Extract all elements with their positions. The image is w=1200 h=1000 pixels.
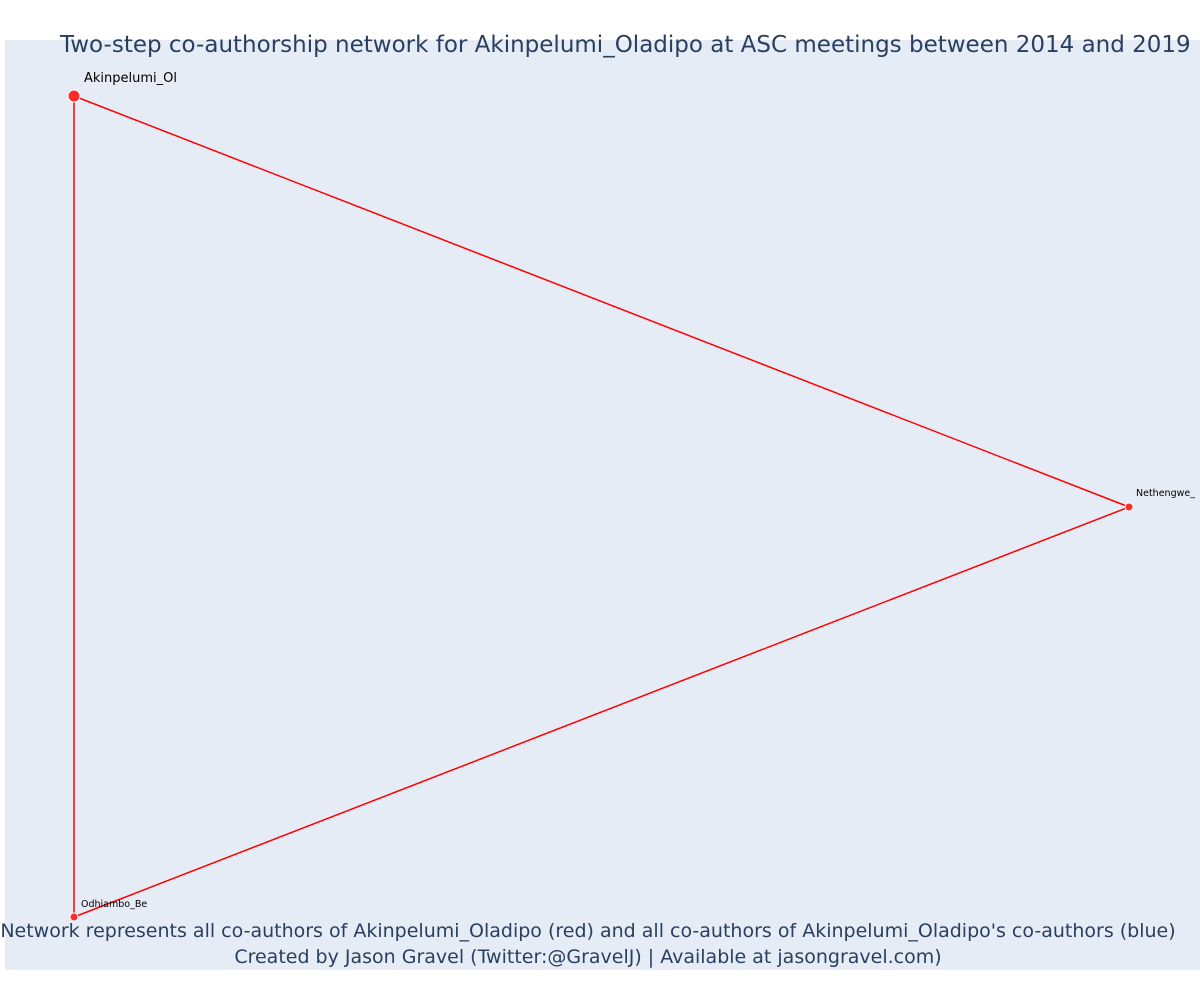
plot-area [5, 40, 1200, 970]
edge-nethengwe-odhiambo [73, 506, 1130, 918]
labels-layer: Akinpelumi_Ol Nethengwe_ Odhiambo_Be [81, 71, 1195, 910]
caption-line-2: Created by Jason Gravel (Twitter:@Gravel… [234, 946, 942, 968]
edges-layer [73, 95, 1130, 918]
node-label-odhiambo: Odhiambo_Be [81, 899, 147, 910]
edge-akinpelumi-nethengwe [73, 95, 1130, 508]
nodes-layer [67, 89, 1134, 922]
node-odhiambo[interactable] [69, 912, 79, 922]
node-label-nethengwe: Nethengwe_ [1136, 488, 1195, 499]
node-nethengwe[interactable] [1124, 502, 1134, 512]
caption-line-1: Network represents all co-authors of Aki… [0, 920, 1176, 942]
node-akinpelumi[interactable] [67, 89, 81, 103]
node-label-akinpelumi: Akinpelumi_Ol [84, 71, 177, 86]
chart-title: Two-step co-authorship network for Akinp… [60, 32, 1191, 58]
